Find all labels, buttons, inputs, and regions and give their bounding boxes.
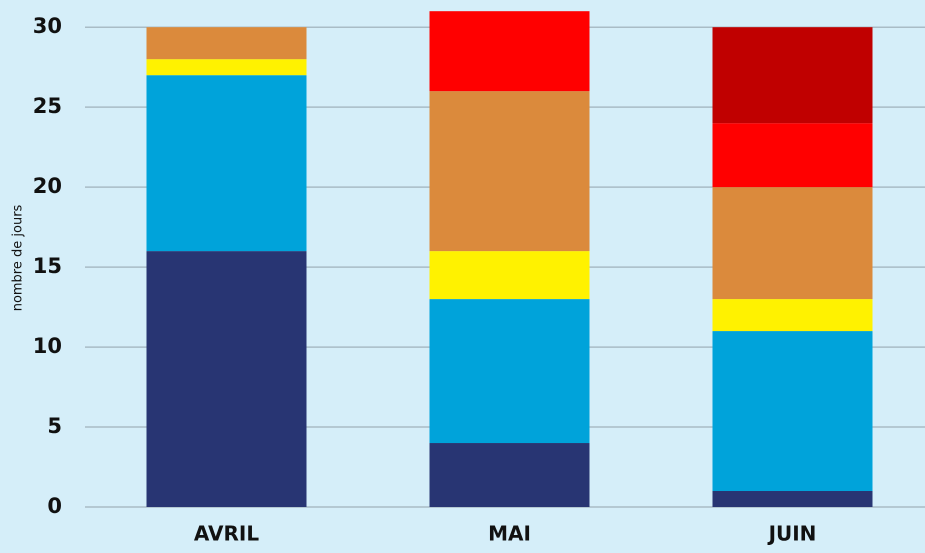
bar-segment [430,299,590,443]
y-tick-label: 10 [33,334,62,358]
y-tick-label: 25 [33,94,62,118]
y-tick-label: 15 [33,254,62,278]
bar-segment [713,331,873,491]
x-tick-label: AVRIL [194,522,259,546]
x-tick-label: JUIN [767,522,817,546]
bar-segment [147,27,307,59]
bar-segment [713,187,873,299]
bar-segment [713,123,873,187]
y-axis-label: nombre de jours [11,204,26,311]
x-tick-label: MAI [488,522,531,546]
bar-segment [713,491,873,507]
chart: nombre de jours 0 5 10 15 20 25 30 AVRIL MAI JUIN [0,0,925,553]
bar-segment [713,299,873,331]
bar-segment [430,251,590,299]
y-tick-label: 0 [47,494,62,518]
bar-segment [713,27,873,123]
y-tick-label: 20 [33,174,62,198]
y-tick-label: 5 [47,414,62,438]
bar-segment [430,11,590,91]
page: nombre de jours 0 5 10 15 20 25 30 AVRIL MAI JUIN… [0,0,925,553]
bar-segment [147,251,307,507]
bar-segment [147,75,307,251]
bar-segment [430,91,590,251]
y-tick-label: 30 [33,14,62,38]
bar-segment [147,59,307,75]
bar-segment [430,443,590,507]
